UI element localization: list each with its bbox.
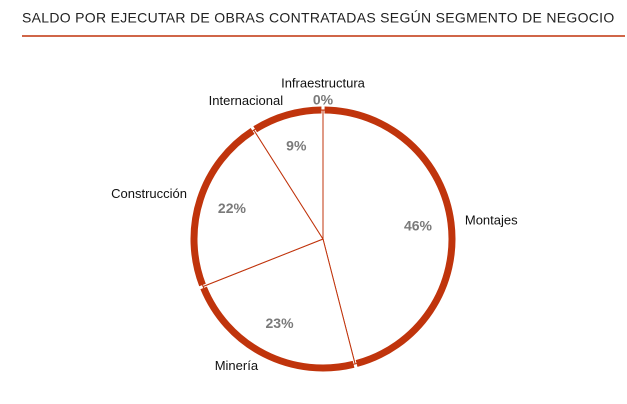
value-label: 9% (286, 138, 307, 154)
category-label: Montajes (465, 213, 518, 228)
value-label: 22% (218, 200, 247, 216)
slice-rim (190, 127, 255, 287)
slice-rim (253, 106, 322, 133)
slice-rim (200, 286, 355, 372)
slice-rim (324, 106, 456, 367)
category-label: Minería (215, 358, 259, 373)
value-label: 46% (404, 218, 433, 234)
value-label: 0% (313, 92, 334, 108)
category-label: Internacional (209, 93, 284, 108)
chart-title: SALDO POR EJECUTAR DE OBRAS CONTRATADAS … (22, 10, 615, 26)
value-label: 23% (266, 315, 295, 331)
category-label: Construcción (111, 186, 187, 201)
category-label: Infraestructura (281, 75, 366, 90)
